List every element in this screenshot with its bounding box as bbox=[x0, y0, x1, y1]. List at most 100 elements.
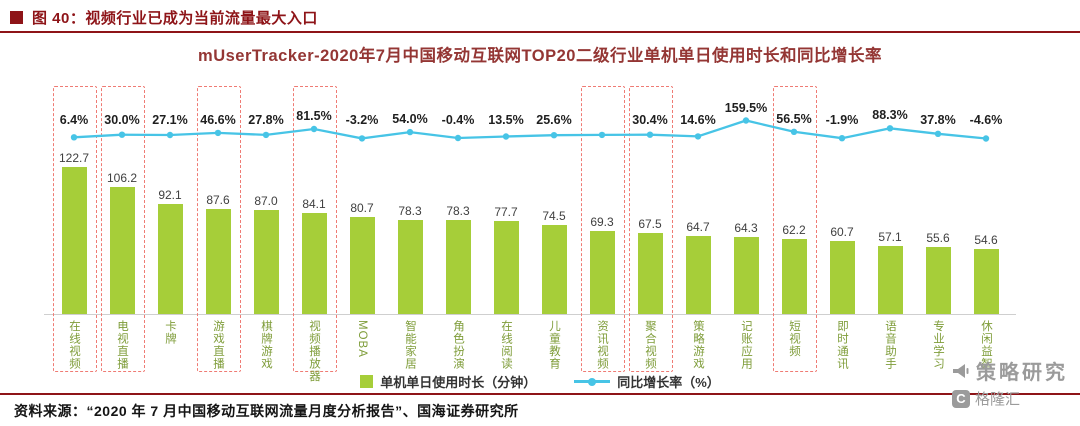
watermark-site-row: C 格隆汇 bbox=[952, 388, 1068, 409]
growth-label: 56.5% bbox=[776, 111, 812, 126]
category-label: 棋牌游戏 bbox=[260, 320, 272, 370]
category-label: 策略游戏 bbox=[692, 320, 704, 370]
bar-value-label: 92.1 bbox=[158, 187, 182, 202]
bar-value-label: 64.3 bbox=[734, 220, 758, 235]
bar-value-label: 87.0 bbox=[254, 193, 278, 208]
growth-label: -3.2% bbox=[345, 113, 379, 127]
bar-value-label: 84.1 bbox=[302, 197, 326, 212]
bar-value-label: 62.2 bbox=[782, 223, 806, 238]
growth-label: 159.5% bbox=[724, 100, 768, 115]
category-label: 专业学习 bbox=[932, 320, 944, 370]
watermark-brand: 策略研究 bbox=[976, 362, 1068, 384]
bar-value-label: 55.6 bbox=[926, 231, 950, 246]
source-note: 资料来源：“2020 年 7 月中国移动互联网流量月度分析报告”、国海证券研究所 bbox=[14, 403, 519, 419]
highlight-box bbox=[773, 86, 817, 372]
growth-label: -0.4% bbox=[441, 113, 475, 127]
category-label: 视频播放器 bbox=[308, 320, 320, 383]
growth-label: -4.6% bbox=[969, 113, 1003, 127]
highlight-box bbox=[293, 86, 337, 372]
bar bbox=[925, 247, 951, 314]
growth-label: 30.4% bbox=[632, 113, 668, 127]
growth-label: 6.4% bbox=[59, 113, 89, 127]
category-label: 卡牌 bbox=[164, 320, 176, 345]
highlight-box bbox=[629, 86, 673, 372]
megaphone-icon bbox=[953, 363, 969, 378]
growth-label: 88.3% bbox=[872, 108, 908, 123]
legend-item-bar: 单机单日使用时长（分钟） bbox=[360, 372, 536, 391]
bar bbox=[205, 208, 231, 314]
category-label: 儿童教育 bbox=[548, 320, 560, 370]
chart-title: mUserTracker-2020年7月中国移动互联网TOP20二级行业单机单日… bbox=[198, 47, 882, 65]
category-label: 休闲益智 bbox=[980, 320, 992, 370]
growth-line bbox=[70, 117, 990, 142]
bar bbox=[781, 239, 807, 314]
bar bbox=[157, 203, 183, 314]
gelonghui-logo-icon: C bbox=[952, 389, 970, 408]
category-label: 短视频 bbox=[788, 320, 800, 358]
category-label: MOBA bbox=[356, 320, 368, 358]
legend-line-label: 同比增长率（%） bbox=[617, 375, 720, 390]
header-divider bbox=[0, 31, 1080, 33]
bar-value-label: 106.2 bbox=[106, 170, 138, 185]
bar bbox=[349, 217, 375, 314]
growth-label: 37.8% bbox=[920, 113, 956, 127]
watermark-brand-row: 策略研究 bbox=[952, 356, 1068, 385]
growth-label: -1.9% bbox=[825, 113, 859, 127]
bar bbox=[637, 233, 663, 314]
bar bbox=[973, 248, 999, 314]
chart-legend: 单机单日使用时长（分钟） 同比增长率（%） bbox=[0, 372, 1080, 391]
figure-title: 图 40：视频行业已成为当前流量最大入口 bbox=[32, 10, 318, 27]
bar-value-label: 54.6 bbox=[974, 232, 998, 247]
category-label: 电视直播 bbox=[116, 320, 128, 370]
growth-label: 27.1% bbox=[152, 113, 188, 127]
highlight-box bbox=[101, 86, 145, 372]
growth-label: 25.6% bbox=[536, 113, 572, 127]
bar bbox=[877, 245, 903, 314]
category-label: 聚合视频 bbox=[644, 320, 656, 370]
bar bbox=[61, 166, 87, 314]
bar bbox=[109, 186, 135, 314]
category-label: 资讯视频 bbox=[596, 320, 608, 370]
legend-bar-label: 单机单日使用时长（分钟） bbox=[380, 375, 537, 390]
bar-value-label: 122.7 bbox=[58, 150, 90, 165]
watermark-site: 格隆汇 bbox=[975, 391, 1021, 408]
growth-label: 54.0% bbox=[392, 112, 428, 127]
bar-value-label: 87.6 bbox=[206, 192, 230, 207]
bar bbox=[445, 220, 471, 314]
bar-value-label: 57.1 bbox=[878, 229, 902, 244]
legend-item-line: 同比增长率（%） bbox=[574, 372, 720, 391]
category-label: 游戏直播 bbox=[212, 320, 224, 370]
bar-value-label: 77.7 bbox=[494, 204, 518, 219]
growth-label: 30.0% bbox=[104, 113, 140, 127]
highlight-box bbox=[581, 86, 625, 372]
bar bbox=[493, 220, 519, 314]
plot-area: 122.7 在线视频 6.4% 106.2 电视直播 30.0% 92.1 卡牌 27.1% 87… bbox=[44, 68, 1016, 398]
bar bbox=[397, 220, 423, 314]
category-label: 在线视频 bbox=[68, 320, 80, 370]
line-swatch-dot-icon bbox=[588, 377, 597, 386]
category-label: 角色扮演 bbox=[452, 320, 464, 370]
title-bullet-icon bbox=[10, 11, 23, 24]
category-label: 在线阅读 bbox=[500, 320, 512, 370]
category-label: 记账应用 bbox=[740, 320, 752, 370]
highlight-box bbox=[197, 86, 241, 372]
bar-swatch-icon bbox=[360, 375, 374, 388]
category-label: 智能家居 bbox=[404, 320, 416, 370]
bar-value-label: 69.3 bbox=[590, 214, 614, 229]
category-label: 即时通讯 bbox=[836, 320, 848, 370]
bar bbox=[589, 230, 615, 314]
bar-value-label: 60.7 bbox=[830, 225, 854, 240]
bar-value-label: 78.3 bbox=[446, 204, 470, 218]
bar bbox=[253, 209, 279, 314]
growth-label: 46.6% bbox=[200, 112, 236, 127]
bar-value-label: 67.5 bbox=[638, 217, 662, 231]
x-axis-line bbox=[44, 314, 1016, 315]
highlight-box bbox=[53, 86, 97, 372]
bar bbox=[829, 241, 855, 314]
bar bbox=[301, 213, 327, 314]
bar-value-label: 80.7 bbox=[350, 201, 374, 216]
watermark: 策略研究 C 格隆汇 bbox=[952, 356, 1068, 409]
line-swatch-icon bbox=[574, 377, 611, 386]
bar bbox=[541, 224, 567, 314]
